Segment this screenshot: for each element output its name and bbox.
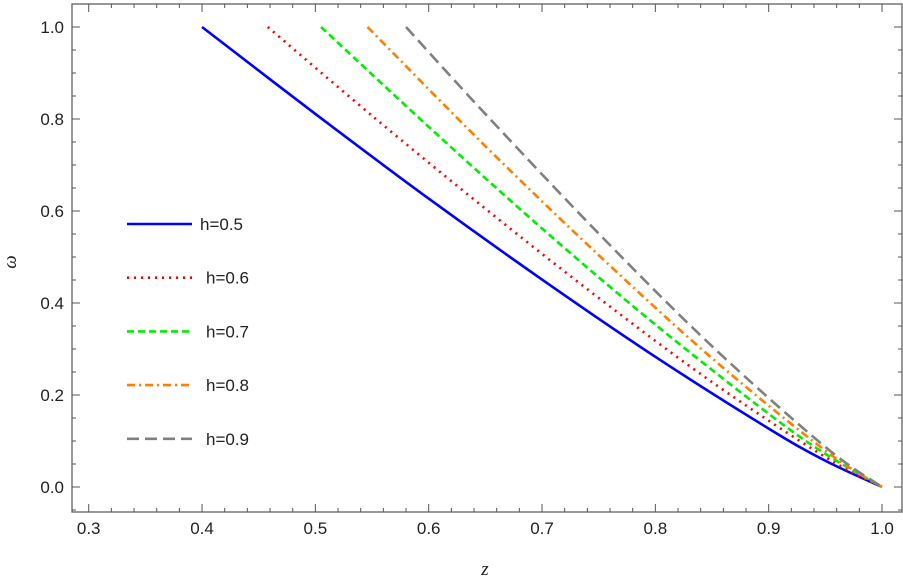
x-tick-label: 1.0 <box>870 519 894 538</box>
x-tick-label: 0.9 <box>757 519 781 538</box>
y-tick-label: 0.0 <box>40 478 64 497</box>
legend-label: h=0.9 <box>206 430 249 449</box>
x-tick-label: 0.4 <box>190 519 214 538</box>
series-line-h=0.5 <box>201 25 883 489</box>
plot-frame <box>71 3 903 513</box>
y-tick-label: 0.8 <box>40 110 64 129</box>
y-tick-label: 0.2 <box>40 386 64 405</box>
series-line-h=0.9 <box>405 26 883 489</box>
legend-label: h=0.8 <box>206 376 249 395</box>
x-tick-label: 0.3 <box>77 519 101 538</box>
legend: h=0.5 h=0.6 h=0.7 h=0.8 h=0.9 <box>127 215 249 449</box>
x-tick-label: 0.8 <box>644 519 668 538</box>
x-tick-label: 0.5 <box>304 519 328 538</box>
x-tick-label: 0.7 <box>530 519 554 538</box>
x-tick-label: 0.6 <box>417 519 441 538</box>
series-line-h=0.8 <box>366 26 883 489</box>
y-tick-label: 0.4 <box>40 294 64 313</box>
axis-ticks: 0.3 0.4 0.5 0.6 0.7 0.8 0.9 1.0 0.0 0.2 0.4 0.6 0.8 1… <box>40 3 902 538</box>
x-axis-label: z <box>480 559 489 580</box>
y-tick-label: 1.0 <box>40 18 64 37</box>
series-lines <box>201 25 883 489</box>
legend-label: h=0.7 <box>206 322 249 341</box>
y-tick-label: 0.6 <box>40 202 64 221</box>
series-line-h=0.6 <box>266 26 883 489</box>
series-line-h=0.7 <box>320 26 883 489</box>
plot-frame-rect <box>71 3 903 513</box>
legend-label: h=0.5 <box>200 215 243 234</box>
y-axis-label: ω <box>0 255 21 268</box>
legend-label: h=0.6 <box>206 269 249 288</box>
